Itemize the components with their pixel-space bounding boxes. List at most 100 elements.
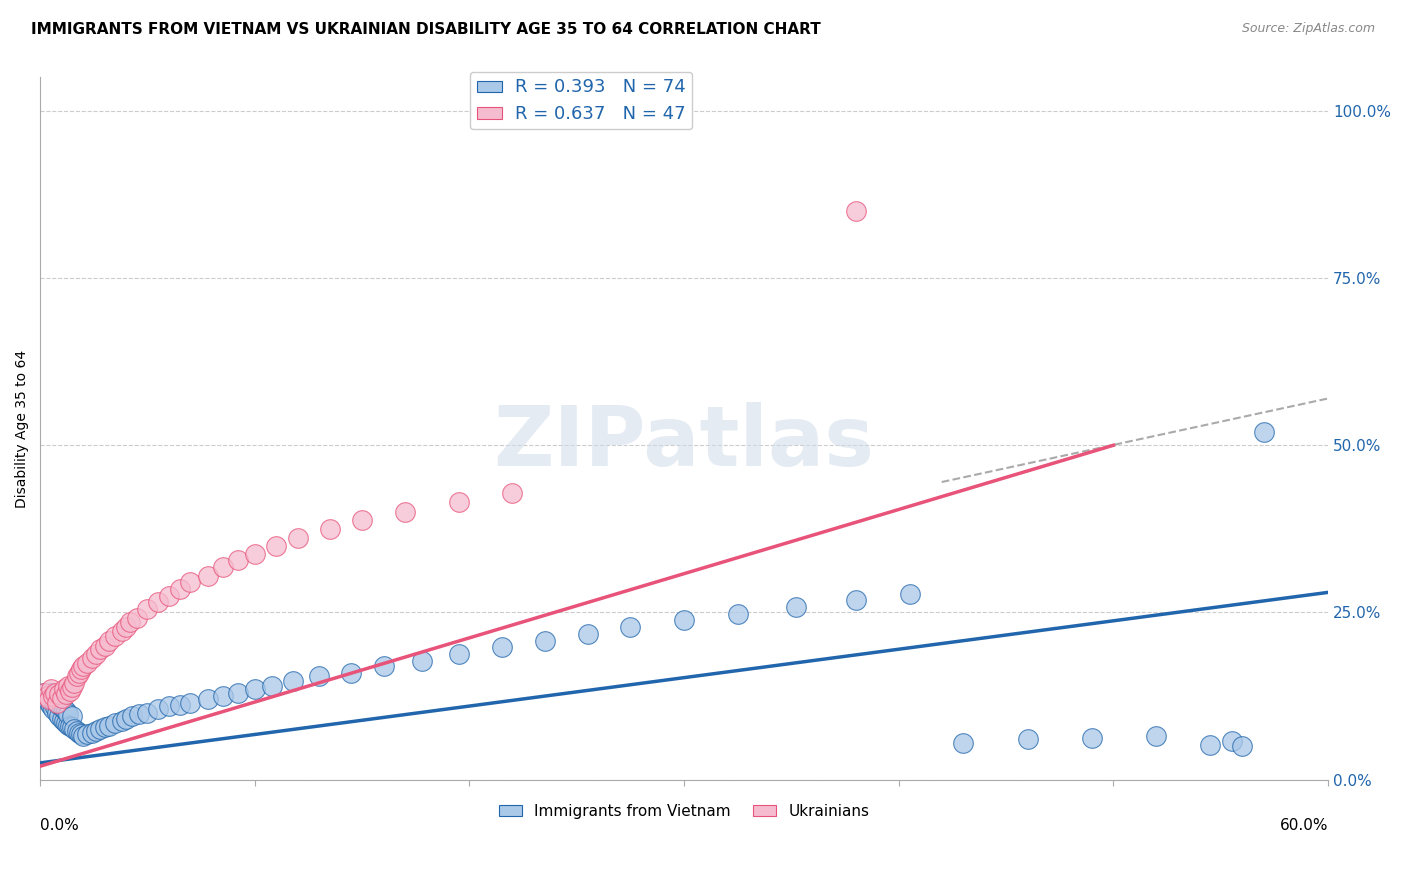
Point: [104, 629, 127, 643]
Point: [373, 659, 395, 673]
Point: [35, 689, 58, 703]
Point: [44, 694, 66, 708]
Point: [111, 624, 134, 639]
Point: [52, 702, 75, 716]
Point: [70, 662, 93, 676]
Point: [411, 654, 433, 668]
Point: [48, 709, 70, 723]
Point: [46, 706, 69, 720]
Point: [1081, 731, 1104, 746]
Point: [39, 686, 62, 700]
Point: [38, 692, 60, 706]
Point: [1253, 425, 1275, 439]
Point: [97, 719, 120, 733]
Point: [226, 553, 249, 567]
Point: [46, 696, 69, 710]
Point: [55, 705, 77, 719]
Point: [226, 686, 249, 700]
Point: [84, 724, 107, 739]
Point: [56, 718, 79, 732]
Point: [394, 505, 416, 519]
Point: [55, 687, 77, 701]
Point: [211, 689, 233, 703]
Point: [169, 698, 191, 712]
Point: [197, 692, 219, 706]
Point: [148, 595, 170, 609]
Point: [952, 736, 974, 750]
Point: [785, 600, 807, 615]
Point: [211, 560, 233, 574]
Point: [179, 575, 201, 590]
Point: [491, 640, 513, 655]
Point: [576, 627, 599, 641]
Point: [197, 568, 219, 582]
Point: [115, 713, 138, 727]
Text: Source: ZipAtlas.com: Source: ZipAtlas.com: [1241, 22, 1375, 36]
Point: [447, 647, 470, 661]
Point: [80, 651, 103, 665]
Point: [136, 706, 159, 720]
Point: [501, 486, 523, 500]
Point: [48, 687, 70, 701]
Y-axis label: Disability Age 35 to 64: Disability Age 35 to 64: [15, 350, 30, 508]
Point: [148, 702, 170, 716]
Point: [89, 723, 111, 737]
Point: [52, 682, 75, 697]
Point: [619, 620, 641, 634]
Point: [39, 699, 62, 714]
Point: [727, 607, 749, 621]
Point: [48, 698, 70, 712]
Point: [38, 696, 60, 710]
Point: [60, 681, 83, 695]
Point: [111, 714, 134, 728]
Point: [70, 727, 93, 741]
Point: [46, 696, 69, 710]
Point: [308, 669, 330, 683]
Point: [72, 729, 94, 743]
Point: [44, 686, 66, 700]
Point: [1017, 732, 1039, 747]
Point: [1220, 734, 1243, 748]
Point: [845, 204, 868, 219]
Point: [35, 692, 58, 706]
Point: [84, 647, 107, 661]
Point: [56, 707, 79, 722]
Point: [52, 714, 75, 728]
Point: [340, 665, 363, 680]
Point: [42, 689, 65, 703]
Point: [67, 726, 90, 740]
Point: [39, 682, 62, 697]
Point: [287, 531, 309, 545]
Point: [673, 614, 696, 628]
Point: [125, 611, 148, 625]
Point: [120, 615, 142, 630]
Point: [128, 707, 150, 722]
Point: [76, 656, 98, 670]
Point: [283, 673, 305, 688]
Point: [243, 547, 266, 561]
Point: [260, 679, 283, 693]
Point: [1232, 739, 1254, 754]
Point: [533, 633, 555, 648]
Point: [44, 700, 66, 714]
Point: [89, 642, 111, 657]
Point: [157, 699, 180, 714]
Point: [51, 700, 73, 714]
Point: [169, 582, 191, 596]
Point: [38, 689, 60, 703]
Point: [157, 589, 180, 603]
Point: [51, 691, 73, 706]
Point: [352, 513, 374, 527]
Point: [1199, 738, 1222, 752]
Point: [93, 721, 115, 735]
Point: [115, 620, 138, 634]
Point: [93, 639, 115, 653]
Point: [447, 495, 470, 509]
Point: [34, 686, 56, 700]
Point: [76, 727, 98, 741]
Point: [60, 709, 83, 723]
Point: [264, 539, 287, 553]
Point: [179, 696, 201, 710]
Text: ZIPatlas: ZIPatlas: [494, 402, 875, 483]
Point: [97, 633, 120, 648]
